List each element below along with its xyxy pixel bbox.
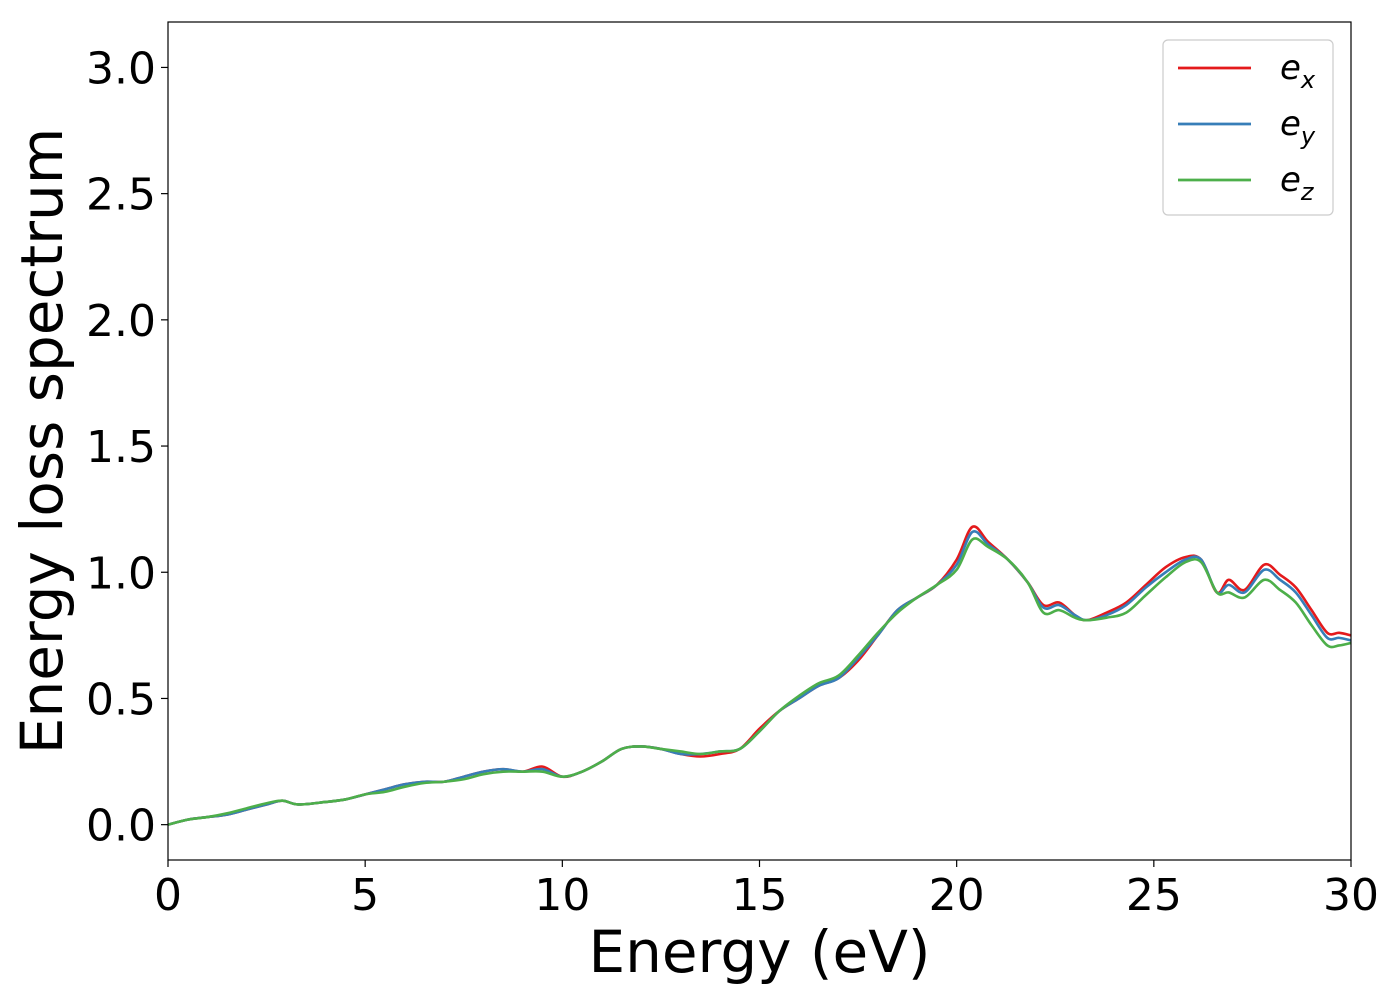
y-tick-label: 1.0 [86, 548, 156, 599]
y-tick-label: 0.5 [86, 674, 156, 725]
x-tick-label: 15 [732, 870, 788, 921]
x-tick-label: 10 [534, 870, 590, 921]
series-line-ez [168, 537, 1351, 826]
y-tick-label: 2.5 [86, 170, 156, 221]
x-axis-label: Energy (eV) [588, 918, 930, 986]
x-tick-label: 5 [351, 870, 379, 921]
x-tick-label: 0 [154, 870, 182, 921]
series-lines [168, 525, 1351, 826]
x-tick-label: 20 [929, 870, 985, 921]
legend-box [1162, 39, 1334, 216]
series-line-ey [168, 529, 1351, 826]
y-tick-label: 1.5 [86, 422, 156, 473]
axis-ticks: 0 5 10 15 20 25 30 0.0 0.5 1.0 1.5 2.0 2.5 3.0 [86, 43, 1379, 921]
legend-label-ez: ez [1280, 160, 1315, 206]
x-tick-label: 25 [1126, 870, 1182, 921]
y-axis-label: Energy loss spectrum [8, 128, 76, 754]
y-tick-label: 2.0 [86, 296, 156, 347]
y-tick-label: 3.0 [86, 43, 156, 94]
x-tick-label: 30 [1323, 870, 1379, 921]
y-tick-label: 0.0 [86, 801, 156, 852]
